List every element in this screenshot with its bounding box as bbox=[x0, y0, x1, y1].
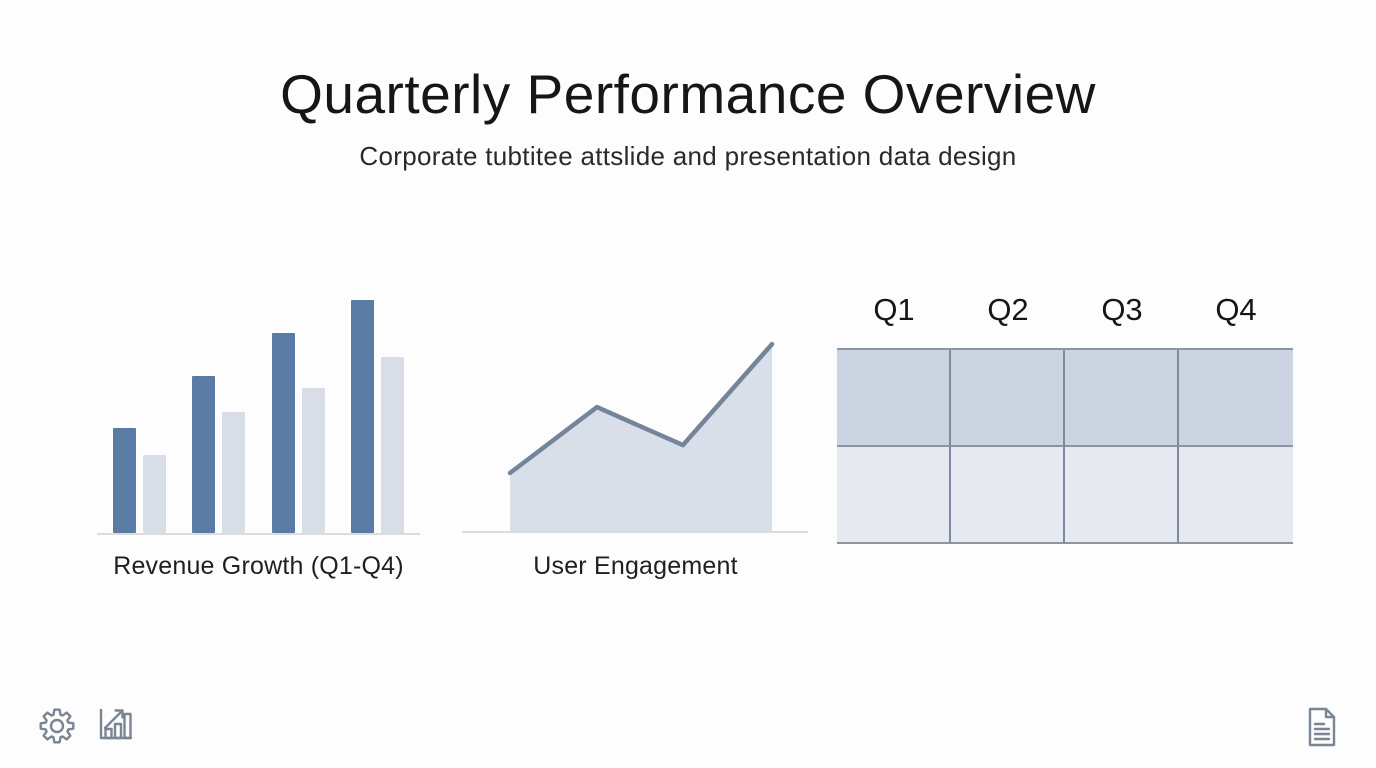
table-header-q3: Q3 bbox=[1101, 292, 1143, 327]
document-page-icon bbox=[1308, 707, 1336, 747]
chart-button[interactable] bbox=[93, 702, 137, 746]
settings-button[interactable] bbox=[36, 705, 78, 747]
table-cell-r1-q2 bbox=[951, 350, 1065, 447]
page-title: Quarterly Performance Overview bbox=[280, 63, 1096, 125]
area-chart-label: User Engagement bbox=[533, 552, 738, 580]
table-cell-r2-q3 bbox=[1065, 447, 1179, 544]
gear-icon bbox=[39, 708, 75, 744]
bar-q1-secondary bbox=[143, 455, 166, 533]
area-fill bbox=[510, 344, 772, 531]
bar-q3-primary bbox=[271, 333, 295, 533]
bar-q4-primary bbox=[350, 300, 374, 533]
table-cell-r2-q1 bbox=[837, 447, 951, 544]
area-chart bbox=[507, 341, 775, 531]
bar-chart bbox=[97, 293, 420, 535]
table-cell-r1-q3 bbox=[1065, 350, 1179, 447]
table-cell-r2-q2 bbox=[951, 447, 1065, 544]
table-cell-r1-q4 bbox=[1179, 350, 1293, 447]
table-header-q2: Q2 bbox=[987, 292, 1029, 327]
bar-q1-primary bbox=[113, 428, 136, 533]
table-header-q4: Q4 bbox=[1215, 292, 1257, 327]
table-cell-r2-q4 bbox=[1179, 447, 1293, 544]
gear-hub bbox=[49, 718, 65, 734]
bar-q3-secondary bbox=[301, 388, 325, 533]
table-header-q1: Q1 bbox=[873, 292, 915, 327]
table-cell-r1-q1 bbox=[837, 350, 951, 447]
bar-q2-primary bbox=[192, 376, 216, 533]
trending-bar-chart-icon bbox=[99, 708, 133, 740]
bar-q2-secondary bbox=[222, 412, 246, 533]
gear-outline bbox=[39, 708, 75, 744]
bar-q4-secondary bbox=[380, 357, 404, 533]
area-chart-baseline bbox=[462, 531, 808, 533]
page-subtitle: Corporate tubtitee attslide and presenta… bbox=[359, 141, 1017, 171]
document-button[interactable] bbox=[1302, 704, 1342, 750]
area-line bbox=[507, 341, 775, 476]
quarter-table-grid bbox=[837, 348, 1293, 544]
quarter-table-headers: Q1 Q2 Q3 Q4 bbox=[837, 292, 1293, 328]
bar-chart-label: Revenue Growth (Q1-Q4) bbox=[113, 552, 404, 580]
